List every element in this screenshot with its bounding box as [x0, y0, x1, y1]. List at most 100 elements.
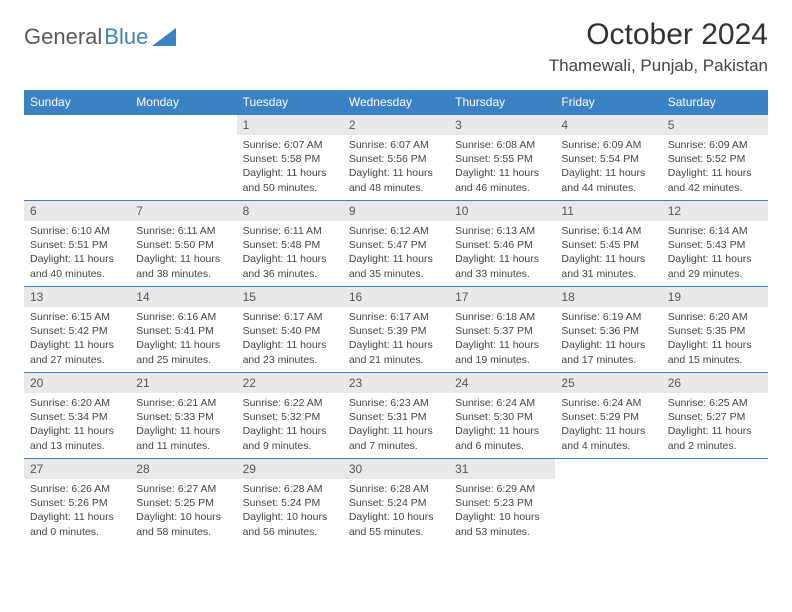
day-details: Sunrise: 6:17 AMSunset: 5:40 PMDaylight:…: [237, 307, 343, 370]
day-details: Sunrise: 6:10 AMSunset: 5:51 PMDaylight:…: [24, 221, 130, 284]
day-details: Sunrise: 6:18 AMSunset: 5:37 PMDaylight:…: [449, 307, 555, 370]
calendar-cell: 24Sunrise: 6:24 AMSunset: 5:30 PMDayligh…: [449, 373, 555, 459]
brand-triangle-icon: [152, 28, 176, 46]
day-number: 27: [24, 459, 130, 479]
day-number: 8: [237, 201, 343, 221]
day-details: Sunrise: 6:13 AMSunset: 5:46 PMDaylight:…: [449, 221, 555, 284]
calendar-cell: 23Sunrise: 6:23 AMSunset: 5:31 PMDayligh…: [343, 373, 449, 459]
weekday-header: Thursday: [449, 90, 555, 115]
day-number: 31: [449, 459, 555, 479]
day-number: 26: [662, 373, 768, 393]
day-details: Sunrise: 6:27 AMSunset: 5:25 PMDaylight:…: [130, 479, 236, 542]
day-details: Sunrise: 6:21 AMSunset: 5:33 PMDaylight:…: [130, 393, 236, 456]
day-number: 11: [555, 201, 661, 221]
day-details: Sunrise: 6:22 AMSunset: 5:32 PMDaylight:…: [237, 393, 343, 456]
day-number: 18: [555, 287, 661, 307]
day-details: Sunrise: 6:29 AMSunset: 5:23 PMDaylight:…: [449, 479, 555, 542]
day-details: Sunrise: 6:07 AMSunset: 5:58 PMDaylight:…: [237, 135, 343, 198]
day-number: 1: [237, 115, 343, 135]
calendar-cell: 11Sunrise: 6:14 AMSunset: 5:45 PMDayligh…: [555, 201, 661, 287]
weekday-header: Saturday: [662, 90, 768, 115]
calendar-cell: 27Sunrise: 6:26 AMSunset: 5:26 PMDayligh…: [24, 459, 130, 545]
day-number: 3: [449, 115, 555, 135]
day-number: 5: [662, 115, 768, 135]
calendar-cell: 16Sunrise: 6:17 AMSunset: 5:39 PMDayligh…: [343, 287, 449, 373]
day-number: 23: [343, 373, 449, 393]
calendar-row: ....1Sunrise: 6:07 AMSunset: 5:58 PMDayl…: [24, 115, 768, 201]
day-number: 9: [343, 201, 449, 221]
day-number: 10: [449, 201, 555, 221]
weekday-header: Sunday: [24, 90, 130, 115]
calendar-cell: ..: [24, 115, 130, 201]
day-details: Sunrise: 6:14 AMSunset: 5:43 PMDaylight:…: [662, 221, 768, 284]
day-number: 29: [237, 459, 343, 479]
day-details: Sunrise: 6:17 AMSunset: 5:39 PMDaylight:…: [343, 307, 449, 370]
day-number: 14: [130, 287, 236, 307]
weekday-header: Monday: [130, 90, 236, 115]
header: GeneralBlue October 2024 Thamewali, Punj…: [24, 18, 768, 76]
calendar-cell: 3Sunrise: 6:08 AMSunset: 5:55 PMDaylight…: [449, 115, 555, 201]
calendar-cell: 6Sunrise: 6:10 AMSunset: 5:51 PMDaylight…: [24, 201, 130, 287]
calendar-cell: 26Sunrise: 6:25 AMSunset: 5:27 PMDayligh…: [662, 373, 768, 459]
day-details: Sunrise: 6:11 AMSunset: 5:50 PMDaylight:…: [130, 221, 236, 284]
calendar-cell: 8Sunrise: 6:11 AMSunset: 5:48 PMDaylight…: [237, 201, 343, 287]
weekday-header: Tuesday: [237, 90, 343, 115]
calendar-cell: 7Sunrise: 6:11 AMSunset: 5:50 PMDaylight…: [130, 201, 236, 287]
calendar-table: SundayMondayTuesdayWednesdayThursdayFrid…: [24, 90, 768, 545]
calendar-row: 6Sunrise: 6:10 AMSunset: 5:51 PMDaylight…: [24, 201, 768, 287]
brand-logo: GeneralBlue: [24, 18, 176, 50]
calendar-cell: 12Sunrise: 6:14 AMSunset: 5:43 PMDayligh…: [662, 201, 768, 287]
day-details: Sunrise: 6:24 AMSunset: 5:30 PMDaylight:…: [449, 393, 555, 456]
day-number: 16: [343, 287, 449, 307]
calendar-cell: 20Sunrise: 6:20 AMSunset: 5:34 PMDayligh…: [24, 373, 130, 459]
calendar-cell: 29Sunrise: 6:28 AMSunset: 5:24 PMDayligh…: [237, 459, 343, 545]
calendar-cell: 31Sunrise: 6:29 AMSunset: 5:23 PMDayligh…: [449, 459, 555, 545]
calendar-cell: ..: [662, 459, 768, 545]
calendar-cell: 17Sunrise: 6:18 AMSunset: 5:37 PMDayligh…: [449, 287, 555, 373]
day-number: 21: [130, 373, 236, 393]
calendar-cell: 28Sunrise: 6:27 AMSunset: 5:25 PMDayligh…: [130, 459, 236, 545]
calendar-cell: 19Sunrise: 6:20 AMSunset: 5:35 PMDayligh…: [662, 287, 768, 373]
calendar-cell: 14Sunrise: 6:16 AMSunset: 5:41 PMDayligh…: [130, 287, 236, 373]
calendar-cell: 4Sunrise: 6:09 AMSunset: 5:54 PMDaylight…: [555, 115, 661, 201]
day-details: Sunrise: 6:19 AMSunset: 5:36 PMDaylight:…: [555, 307, 661, 370]
day-number: 6: [24, 201, 130, 221]
day-details: Sunrise: 6:26 AMSunset: 5:26 PMDaylight:…: [24, 479, 130, 542]
day-details: Sunrise: 6:28 AMSunset: 5:24 PMDaylight:…: [237, 479, 343, 542]
day-number: 7: [130, 201, 236, 221]
day-details: Sunrise: 6:09 AMSunset: 5:54 PMDaylight:…: [555, 135, 661, 198]
calendar-cell: 1Sunrise: 6:07 AMSunset: 5:58 PMDaylight…: [237, 115, 343, 201]
calendar-cell: 25Sunrise: 6:24 AMSunset: 5:29 PMDayligh…: [555, 373, 661, 459]
day-details: Sunrise: 6:14 AMSunset: 5:45 PMDaylight:…: [555, 221, 661, 284]
calendar-cell: 18Sunrise: 6:19 AMSunset: 5:36 PMDayligh…: [555, 287, 661, 373]
title-block: October 2024 Thamewali, Punjab, Pakistan: [549, 18, 768, 76]
calendar-cell: 2Sunrise: 6:07 AMSunset: 5:56 PMDaylight…: [343, 115, 449, 201]
day-number: 4: [555, 115, 661, 135]
day-details: Sunrise: 6:20 AMSunset: 5:34 PMDaylight:…: [24, 393, 130, 456]
calendar-row: 27Sunrise: 6:26 AMSunset: 5:26 PMDayligh…: [24, 459, 768, 545]
calendar-cell: ..: [555, 459, 661, 545]
calendar-cell: 9Sunrise: 6:12 AMSunset: 5:47 PMDaylight…: [343, 201, 449, 287]
day-number: 28: [130, 459, 236, 479]
weekday-header: Wednesday: [343, 90, 449, 115]
month-title: October 2024: [549, 18, 768, 52]
day-number: 24: [449, 373, 555, 393]
location: Thamewali, Punjab, Pakistan: [549, 56, 768, 76]
day-number: 30: [343, 459, 449, 479]
day-details: Sunrise: 6:11 AMSunset: 5:48 PMDaylight:…: [237, 221, 343, 284]
day-number: 12: [662, 201, 768, 221]
brand-part1: General: [24, 24, 102, 50]
calendar-cell: 13Sunrise: 6:15 AMSunset: 5:42 PMDayligh…: [24, 287, 130, 373]
day-number: 25: [555, 373, 661, 393]
calendar-row: 13Sunrise: 6:15 AMSunset: 5:42 PMDayligh…: [24, 287, 768, 373]
calendar-body: .... 1Sunrise: 6:07 AMSunset: 5:58 PMDayl…: [24, 115, 768, 545]
day-number: 13: [24, 287, 130, 307]
day-number: 20: [24, 373, 130, 393]
day-details: Sunrise: 6:23 AMSunset: 5:31 PMDaylight:…: [343, 393, 449, 456]
calendar-row: 20Sunrise: 6:20 AMSunset: 5:34 PMDayligh…: [24, 373, 768, 459]
calendar-cell: 22Sunrise: 6:22 AMSunset: 5:32 PMDayligh…: [237, 373, 343, 459]
day-details: Sunrise: 6:16 AMSunset: 5:41 PMDaylight:…: [130, 307, 236, 370]
calendar-cell: 10Sunrise: 6:13 AMSunset: 5:46 PMDayligh…: [449, 201, 555, 287]
calendar-head: SundayMondayTuesdayWednesdayThursdayFrid…: [24, 90, 768, 115]
day-number: 15: [237, 287, 343, 307]
